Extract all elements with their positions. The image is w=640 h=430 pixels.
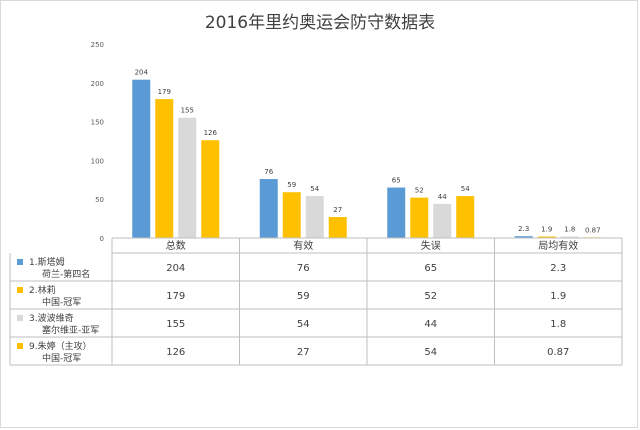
- table-cell-s2-c1: 179: [166, 291, 185, 302]
- bar-s4-c1: [201, 140, 220, 238]
- legend-name-s4-line1: 9.朱婷（主攻）: [29, 340, 92, 352]
- bar-s1-c2: [259, 179, 278, 238]
- legend-name-s3-line2: 塞尔维亚-亚军: [42, 324, 99, 336]
- data-label-s1-c4: 2.3: [518, 225, 529, 233]
- legend-key-s3: [17, 315, 23, 321]
- data-label-s4-c4: 0.87: [585, 226, 601, 234]
- y-tick-label-1: 50: [95, 196, 104, 204]
- legend-name-s2-line2: 中国-冠军: [42, 296, 81, 308]
- table-cell-s4-c4: 0.87: [547, 347, 569, 358]
- bar-s2-c2: [282, 192, 301, 238]
- legend-name-s1-line2: 荷兰-第四名: [42, 268, 90, 280]
- bar-s3-c2: [305, 196, 324, 238]
- table-cell-s1-c1: 204: [166, 263, 185, 274]
- legend-key-s2: [17, 287, 23, 293]
- table-cell-s2-c3: 52: [424, 291, 437, 302]
- data-label-s2-c1: 179: [158, 88, 171, 96]
- bar-s2-c3: [410, 197, 429, 238]
- y-tick-label-0: 0: [100, 235, 104, 243]
- legend-key-s4: [17, 343, 23, 349]
- y-tick-label-4: 200: [91, 80, 104, 88]
- table-cell-s4-c1: 126: [166, 347, 185, 358]
- bar-s3-c4: [560, 236, 579, 238]
- bar-s2-c4: [537, 236, 556, 238]
- legend-name-s1-line1: 1.斯塔姆: [29, 256, 65, 268]
- table-cell-s1-c2: 76: [297, 263, 310, 274]
- table-cell-s2-c4: 1.9: [550, 291, 566, 302]
- bar-s4-c3: [456, 196, 475, 238]
- category-label-1: 总数: [166, 239, 186, 252]
- bar-s1-c3: [387, 187, 406, 238]
- table-cell-s4-c2: 27: [297, 347, 310, 358]
- table-cell-s3-c3: 44: [424, 319, 437, 330]
- category-label-2: 有效: [293, 239, 313, 252]
- data-label-s4-c3: 54: [461, 185, 470, 193]
- data-label-s4-c2: 27: [333, 206, 342, 214]
- legend-name-s3-line1: 3.波波维奇: [29, 312, 74, 324]
- bar-s3-c3: [433, 203, 452, 238]
- category-label-3: 失误: [421, 239, 441, 252]
- table-cell-s3-c1: 155: [166, 319, 185, 330]
- data-label-s3-c4: 1.8: [564, 226, 575, 234]
- data-label-s1-c3: 65: [392, 177, 401, 185]
- table-cell-s1-c4: 2.3: [550, 263, 566, 274]
- data-label-s4-c1: 126: [204, 129, 218, 137]
- bar-s1-c1: [132, 79, 151, 238]
- table-cell-s3-c4: 1.8: [550, 319, 566, 330]
- data-label-s1-c2: 76: [264, 168, 273, 176]
- bar-s1-c4: [514, 236, 533, 238]
- data-label-s2-c2: 59: [287, 181, 296, 189]
- bar-s2-c1: [155, 99, 174, 238]
- data-label-s3-c1: 155: [181, 107, 194, 115]
- legend-name-s4-line2: 中国-冠军: [42, 352, 81, 364]
- data-label-s2-c4: 1.9: [541, 226, 552, 234]
- category-label-4: 局均有效: [538, 239, 578, 252]
- legend-name-s2-line1: 2.林莉: [29, 284, 56, 296]
- table-cell-s2-c2: 59: [297, 291, 310, 302]
- bar-s3-c1: [178, 117, 197, 238]
- table-cell-s1-c3: 65: [424, 263, 437, 274]
- data-label-s1-c1: 204: [135, 69, 149, 77]
- data-label-s3-c3: 44: [438, 193, 447, 201]
- table-cell-s3-c2: 54: [297, 319, 310, 330]
- data-label-s2-c3: 52: [415, 187, 424, 195]
- y-tick-label-5: 250: [91, 41, 104, 49]
- chart-title: 2016年里约奥运会防守数据表: [204, 13, 436, 33]
- data-label-s3-c2: 54: [310, 185, 319, 193]
- y-tick-label-2: 100: [91, 157, 104, 165]
- legend-key-s1: [17, 259, 23, 265]
- bar-s4-c2: [328, 217, 347, 238]
- y-tick-label-3: 150: [91, 119, 104, 127]
- table-cell-s4-c3: 54: [424, 347, 437, 358]
